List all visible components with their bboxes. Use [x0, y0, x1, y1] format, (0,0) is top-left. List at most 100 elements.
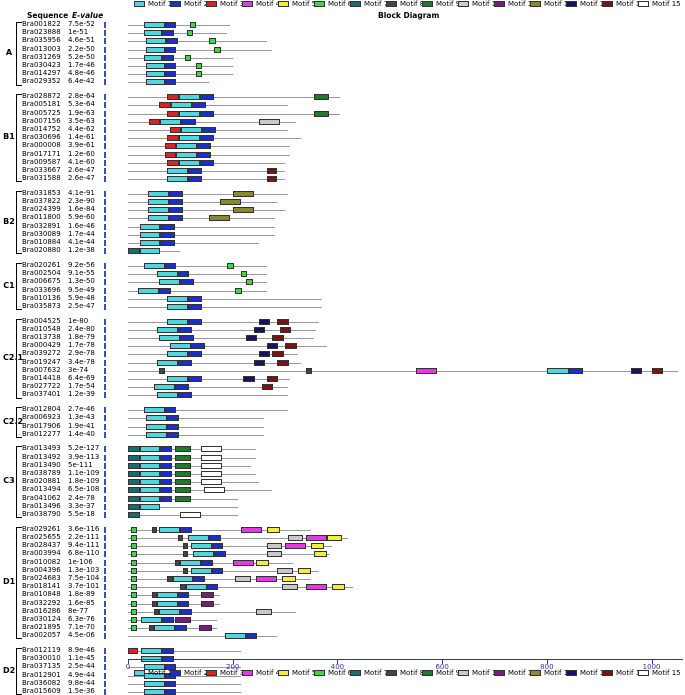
pvalue-marker	[104, 584, 106, 591]
axis-tick	[128, 660, 129, 664]
evalue-header: E-value	[72, 11, 104, 20]
sequence-line	[128, 282, 267, 284]
motif-2-block	[175, 384, 190, 391]
legend-swatch	[386, 670, 397, 676]
motif-10-block	[277, 567, 293, 574]
motif-2-block	[188, 176, 203, 183]
evalue: 3.3e-37	[68, 501, 95, 510]
sequence-name: Bra006923	[22, 413, 61, 422]
motif-2-block	[167, 423, 179, 430]
motif-2-block	[168, 207, 183, 214]
sequence-name: Bra009587	[22, 157, 61, 166]
motif-5-block	[313, 551, 327, 558]
motif-1-block	[139, 479, 161, 486]
pvalue-marker	[104, 526, 106, 533]
motif-2-block	[159, 287, 171, 294]
motif-1-block	[139, 487, 161, 494]
motif-1-block	[146, 423, 168, 430]
motif-6-block	[130, 575, 138, 582]
pvalue-marker	[104, 143, 106, 150]
pvalue-marker	[104, 46, 106, 53]
evalue: 1.7e-54	[68, 382, 95, 391]
legend-label: Motif 7	[364, 0, 389, 8]
legend-swatch	[170, 670, 181, 676]
sequence-name: Bra037135	[22, 662, 61, 671]
motif-2-block	[177, 326, 192, 333]
legend-label: Motif 13	[580, 669, 609, 677]
legend-label: Motif 12	[544, 0, 573, 8]
sequence-name: Bra027722	[22, 382, 61, 391]
evalue: 1.3e-50	[68, 277, 95, 286]
evalue: 9.5e-49	[68, 285, 95, 294]
pvalue-marker	[104, 199, 106, 205]
motif-6-block	[130, 584, 138, 591]
evalue: 3.5e-63	[68, 116, 95, 125]
sequence-name: Bra035956	[22, 36, 61, 45]
legend-top: Motif 1 Motif 2 Motif 3 Motif 4 Motif 5 Motif…	[134, 0, 684, 10]
pvalue-marker	[104, 248, 106, 255]
motif-8-block	[182, 543, 189, 550]
legend-swatch	[134, 1, 145, 7]
sequence-name: Bra003994	[22, 549, 61, 558]
pvalue-marker	[104, 63, 106, 69]
evalue: 5.9e-48	[68, 293, 95, 302]
evalue: 2.3e-90	[68, 197, 95, 205]
motif-4-block	[306, 584, 327, 591]
motif-1-block	[138, 287, 160, 294]
sequence-name: Bra033667	[22, 165, 61, 174]
pvalue-marker	[104, 384, 106, 391]
sequence-name: Bra030423	[22, 61, 61, 69]
sequence-name: Bra030124	[22, 614, 61, 623]
motif-14-block	[285, 343, 297, 350]
motif-2-block	[188, 376, 203, 382]
motif-6-block	[189, 22, 197, 28]
evalue: 7.5e-52	[68, 20, 95, 28]
axis-tick	[442, 660, 444, 664]
motif-1-block	[178, 135, 200, 142]
evalue: 2.6e-47	[68, 165, 95, 174]
group-label-c2-1: C2.1	[3, 352, 24, 362]
sequence-name: Bra010082	[22, 557, 61, 566]
evalue: 2.4e-80	[68, 324, 95, 333]
motif-2-block	[164, 22, 177, 28]
motif-1-block	[146, 415, 168, 422]
evalue: 9.8e-44	[68, 678, 95, 687]
motif-4-block	[306, 534, 327, 541]
motif-13-block	[253, 326, 266, 333]
sequence-line	[128, 587, 354, 589]
evalue: 7.5e-104	[68, 573, 100, 582]
motif-2-block	[180, 335, 195, 341]
sequence-name: Bra019247	[22, 357, 61, 366]
motif-1-block	[139, 495, 161, 502]
pvalue-marker	[104, 454, 106, 461]
motif-1-block	[156, 392, 178, 399]
motif-14-block	[266, 176, 278, 183]
pvalue-marker	[104, 54, 106, 61]
motif-1-block	[139, 471, 161, 477]
sequence-line	[128, 49, 272, 51]
evalue: 6.5e-108	[68, 485, 100, 494]
sequence-name: Bra020261	[22, 260, 61, 269]
pvalue-marker	[104, 559, 106, 566]
motif-2-block	[160, 446, 172, 453]
motif-6-block	[227, 262, 235, 269]
legend-label: Motif 8	[400, 0, 425, 8]
motif-14-block	[266, 167, 278, 174]
motif-1-block	[141, 648, 163, 654]
group-label-d2: D2	[3, 665, 16, 675]
legend-label: Motif 6	[328, 669, 353, 677]
sequence-name: Bra038790	[22, 510, 61, 518]
sequence-name: Bra030010	[22, 654, 61, 663]
sequence-name: Bra010848	[22, 590, 61, 599]
evalue: 3e-74	[68, 365, 89, 374]
sequence-name: Bra010136	[22, 293, 61, 302]
motif-2-block	[181, 118, 196, 125]
evalue: 5.2e-50	[68, 52, 95, 61]
group-label-c1: C1	[3, 280, 15, 290]
axis-tick-label: 200	[226, 663, 240, 671]
legend-label: Motif 15	[652, 0, 681, 8]
motif-1-block	[139, 240, 161, 246]
sequence-line	[128, 667, 241, 669]
motif-3-block	[167, 159, 179, 166]
evalue: 3.7e-101	[68, 582, 100, 591]
